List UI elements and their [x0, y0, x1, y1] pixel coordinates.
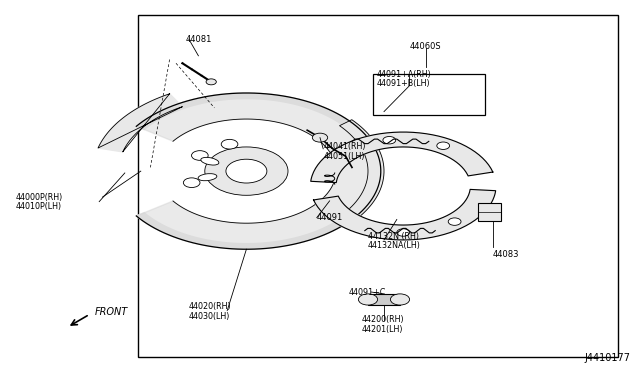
Bar [368, 294, 400, 305]
Text: 44132NA(LH): 44132NA(LH) [368, 241, 421, 250]
Text: J4410177: J4410177 [584, 353, 630, 363]
Bar [478, 203, 501, 221]
Text: FRONT: FRONT [95, 308, 128, 317]
Circle shape [206, 79, 216, 85]
Circle shape [383, 137, 396, 144]
Text: 44091+A(RH): 44091+A(RH) [376, 70, 431, 79]
Ellipse shape [201, 157, 219, 165]
Text: 44030(LH): 44030(LH) [189, 312, 230, 321]
Ellipse shape [198, 174, 217, 181]
Polygon shape [136, 93, 381, 249]
Circle shape [397, 229, 410, 236]
Text: 44200(RH): 44200(RH) [362, 315, 404, 324]
Text: 44010P(LH): 44010P(LH) [16, 202, 62, 211]
Polygon shape [136, 93, 381, 249]
Bar [138, 15, 618, 357]
Polygon shape [314, 189, 495, 240]
Bar [373, 74, 485, 115]
Circle shape [183, 178, 200, 187]
Circle shape [226, 159, 267, 183]
Polygon shape [340, 120, 384, 222]
Circle shape [390, 294, 410, 305]
Circle shape [221, 140, 238, 149]
Circle shape [358, 294, 378, 305]
Text: 44060S: 44060S [410, 42, 441, 51]
Text: 44041(RH): 44041(RH) [323, 142, 365, 151]
Text: 44091: 44091 [317, 213, 343, 222]
Circle shape [436, 142, 449, 150]
Text: 44020(RH): 44020(RH) [189, 302, 232, 311]
Text: 44000P(RH): 44000P(RH) [16, 193, 63, 202]
Text: 44091+C: 44091+C [349, 288, 386, 296]
Text: 44091+B(LH): 44091+B(LH) [376, 79, 430, 88]
Polygon shape [98, 94, 182, 152]
Polygon shape [311, 132, 493, 183]
Text: 44051(LH): 44051(LH) [323, 152, 365, 161]
Text: 44201(LH): 44201(LH) [362, 325, 403, 334]
Text: 44132N (RH): 44132N (RH) [368, 232, 419, 241]
Circle shape [448, 218, 461, 225]
Circle shape [312, 133, 328, 142]
Circle shape [191, 151, 208, 160]
Text: 44083: 44083 [493, 250, 519, 259]
Circle shape [205, 147, 288, 195]
Text: 44081: 44081 [186, 35, 212, 44]
